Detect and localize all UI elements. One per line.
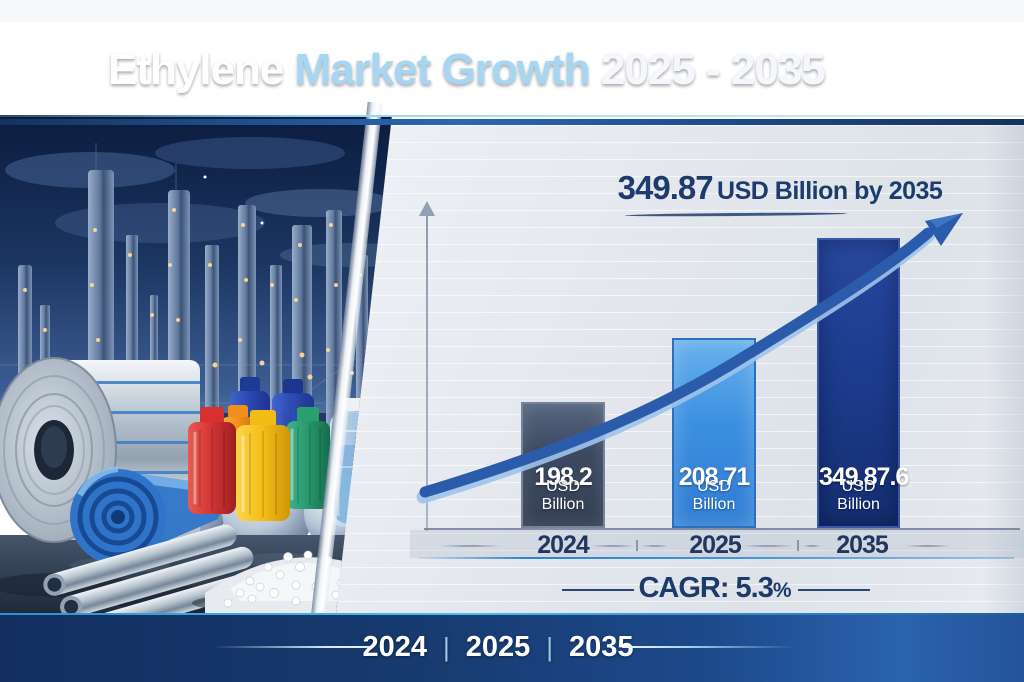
axis-dash bbox=[440, 545, 500, 547]
headline-suffix: USD Billion by 2035 bbox=[717, 177, 943, 205]
metal-pipes bbox=[43, 524, 254, 613]
top-margin-strip bbox=[0, 0, 1024, 22]
footer-years: 2024 | 2025 | 2035 bbox=[0, 631, 1010, 664]
bar-2035: 349.87.6 USD Billion bbox=[817, 238, 909, 528]
panel-edge-shade bbox=[984, 125, 1024, 613]
bar-2024: 198.2 USD Billion bbox=[521, 402, 605, 528]
footer-separator: | bbox=[546, 632, 554, 662]
y-axis-arrow-icon bbox=[419, 201, 435, 216]
title-product: Ethylene bbox=[108, 45, 295, 94]
cyan-rule bbox=[418, 557, 1014, 559]
cagr-dash-left bbox=[562, 589, 634, 591]
cagr-percent: % bbox=[772, 579, 792, 602]
cagr-text: CAGR: 5.3 bbox=[638, 572, 773, 604]
axis-tick bbox=[636, 540, 638, 551]
footer-year-2024: 2024 bbox=[362, 631, 427, 663]
bar-2024-unit: USD Billion bbox=[541, 478, 585, 513]
axis-tick bbox=[797, 540, 799, 551]
bar-2025-unit: USD Billion bbox=[692, 478, 736, 513]
x-axis-baseline bbox=[424, 528, 1020, 530]
footer-separator: | bbox=[442, 632, 450, 662]
axis-label-strip bbox=[410, 530, 1024, 558]
axis-dash bbox=[906, 545, 950, 547]
axis-dash bbox=[592, 545, 634, 547]
main-area: 349.87 USD Billion by 2035 198.2 USD Bil… bbox=[0, 101, 1024, 641]
axis-label-2025: 2025 bbox=[689, 531, 742, 559]
axis-dash bbox=[642, 545, 668, 547]
headline-value: 349.87 bbox=[617, 169, 714, 206]
footer-band: 2024 | 2025 | 2035 bbox=[0, 613, 1024, 682]
footer-year-2025: 2025 bbox=[465, 631, 531, 663]
page-title: Ethylene Market Growth 2025 - 2035 bbox=[108, 45, 826, 94]
bar-2035-unit: USD Billion bbox=[837, 478, 880, 513]
headline-underline bbox=[624, 212, 848, 217]
y-axis-line bbox=[426, 215, 428, 531]
cagr-dash-right bbox=[798, 589, 870, 591]
axis-label-2035: 2035 bbox=[836, 531, 889, 559]
title-market-growth: Market Growth bbox=[294, 45, 601, 94]
axis-label-2024: 2024 bbox=[537, 531, 590, 559]
headline-annotation: 349.87 USD Billion by 2035 bbox=[570, 169, 990, 207]
axis-dash bbox=[803, 545, 821, 547]
footer-rule-left bbox=[213, 646, 373, 648]
axis-dash bbox=[744, 545, 792, 547]
title-band: Ethylene Market Growth 2025 - 2035 bbox=[0, 22, 1024, 125]
bar-2025: 208.71 USD Billion bbox=[672, 338, 756, 528]
cagr-label: CAGR: 5.3% bbox=[595, 572, 835, 605]
chart-panel: 349.87 USD Billion by 2035 198.2 USD Bil… bbox=[320, 125, 1024, 613]
footer-rule-right bbox=[622, 646, 794, 648]
title-year-range: 2025 - 2035 bbox=[600, 45, 826, 94]
